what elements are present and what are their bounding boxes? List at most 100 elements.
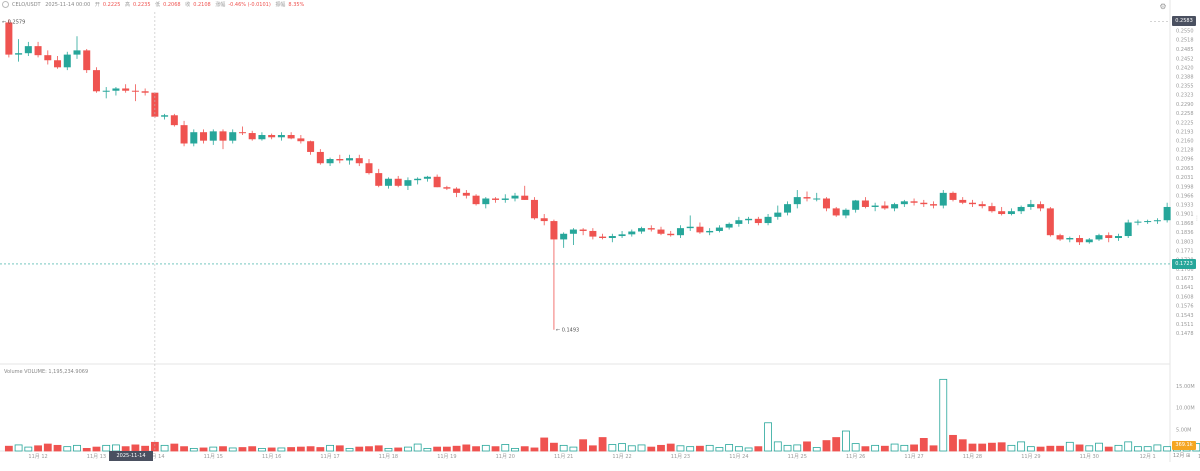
candle-body: [268, 135, 276, 138]
volume-bar: [783, 444, 792, 452]
candle-body: [238, 132, 246, 134]
volume-bar: [501, 444, 510, 452]
price-tick-label: 0.2323: [1176, 93, 1194, 99]
candle-body: [1027, 204, 1035, 207]
volume-bar: [1104, 446, 1113, 452]
volume-bar: [608, 444, 617, 452]
candle-body: [248, 133, 256, 140]
candle-body: [394, 178, 402, 186]
volume-bar: [180, 446, 188, 452]
volume-bar: [462, 444, 471, 452]
candle-body: [472, 195, 480, 205]
volume-bar: [1134, 446, 1142, 452]
volume-bar: [550, 442, 558, 452]
candle-body: [462, 192, 470, 196]
price-tick-label: 0.1641: [1176, 285, 1194, 291]
candle-body: [92, 70, 100, 92]
volume-bar: [1065, 441, 1074, 452]
candle-body: [560, 233, 568, 240]
last-price-badge: 0.1723: [1172, 258, 1196, 269]
candle-body: [861, 200, 869, 207]
candle-body: [1007, 211, 1015, 215]
price-tick-label: 0.1478: [1176, 331, 1194, 337]
volume-bar: [764, 422, 772, 452]
time-tick-label: 11月 27: [904, 454, 923, 460]
volume-bar: [569, 446, 578, 452]
price-tick-label: 0.1771: [1176, 248, 1194, 254]
time-axis-corner[interactable]: 12月 ⊞: [1173, 453, 1191, 459]
candle-body: [141, 91, 149, 93]
volume-bar: [588, 445, 597, 452]
volume-bar: [1163, 446, 1172, 452]
candle-body: [1134, 221, 1142, 223]
time-tick-label: 11月 18: [379, 454, 398, 460]
candle-body: [852, 200, 860, 210]
candle-body: [608, 236, 616, 239]
time-tick-label: 11月 22: [612, 454, 631, 460]
volume-bar: [258, 447, 266, 452]
max-price-annotation: ← 0.2579: [2, 19, 25, 25]
candle-body: [540, 218, 548, 222]
candle-body: [930, 204, 938, 206]
candle-body: [453, 188, 461, 193]
gear-icon[interactable]: ⚙: [1159, 2, 1167, 11]
price-tick-label: 0.1706: [1176, 267, 1194, 273]
price-tick-label: 0.2485: [1176, 47, 1194, 53]
candle-body: [793, 197, 801, 205]
volume-bar: [530, 447, 539, 452]
candle-body: [219, 131, 227, 141]
volume-bar: [442, 446, 451, 452]
volume-bar: [880, 445, 889, 452]
price-tick-label: 0.2225: [1176, 120, 1194, 126]
panel-handle-icon[interactable]: ⋮: [1194, 215, 1200, 222]
volume-bar: [355, 446, 364, 452]
volume-bar: [238, 447, 247, 452]
candle-body: [15, 53, 23, 55]
candle-body: [1066, 238, 1074, 240]
candle-body: [774, 212, 782, 217]
price-tick-label: 0.1836: [1176, 230, 1194, 236]
volume-bar: [861, 446, 870, 452]
volume-bar: [939, 378, 948, 452]
candle-body: [316, 151, 324, 164]
candle-body: [803, 197, 811, 199]
time-tick-label: 11月 20: [496, 454, 515, 460]
volume-bar: [822, 440, 831, 452]
low-label: 低: [155, 2, 161, 8]
volume-bar: [335, 445, 344, 452]
candle-body: [44, 55, 52, 61]
candle-body: [229, 132, 237, 141]
candle-body: [784, 204, 792, 213]
price-tick-label: 0.1543: [1176, 313, 1194, 319]
candle-body: [667, 233, 675, 236]
candle-body: [998, 211, 1006, 215]
price-tick-label: 0.2355: [1176, 84, 1194, 90]
volume-bar: [949, 434, 957, 452]
price-tick-label: 0.2031: [1176, 175, 1194, 181]
candle-body: [54, 60, 62, 68]
open-value: 0.2225: [102, 2, 121, 8]
time-tick-label: 11月 19: [437, 454, 456, 460]
price-tick-label: 0.1673: [1176, 276, 1194, 282]
volume-bar: [540, 437, 549, 452]
volume-bar: [102, 444, 111, 452]
volume-tick-label: 10.00M: [1176, 406, 1195, 412]
volume-bar: [978, 443, 987, 452]
volume-bar: [598, 437, 607, 452]
candle-body: [1076, 238, 1084, 243]
candle-body: [822, 198, 830, 209]
candle-body: [871, 205, 879, 207]
time-tick-label: 12月 1: [1140, 454, 1156, 460]
volume-bar: [715, 447, 724, 452]
candle-body: [657, 229, 665, 234]
volume-bar: [559, 444, 568, 452]
open-label: 开: [94, 2, 100, 8]
candle-body: [910, 201, 918, 203]
volume-bar: [511, 447, 519, 452]
time-tick-label: 11月 12: [28, 454, 47, 460]
volume-bar: [491, 446, 500, 452]
volume-bar: [1007, 444, 1016, 452]
candle-body: [190, 132, 198, 144]
